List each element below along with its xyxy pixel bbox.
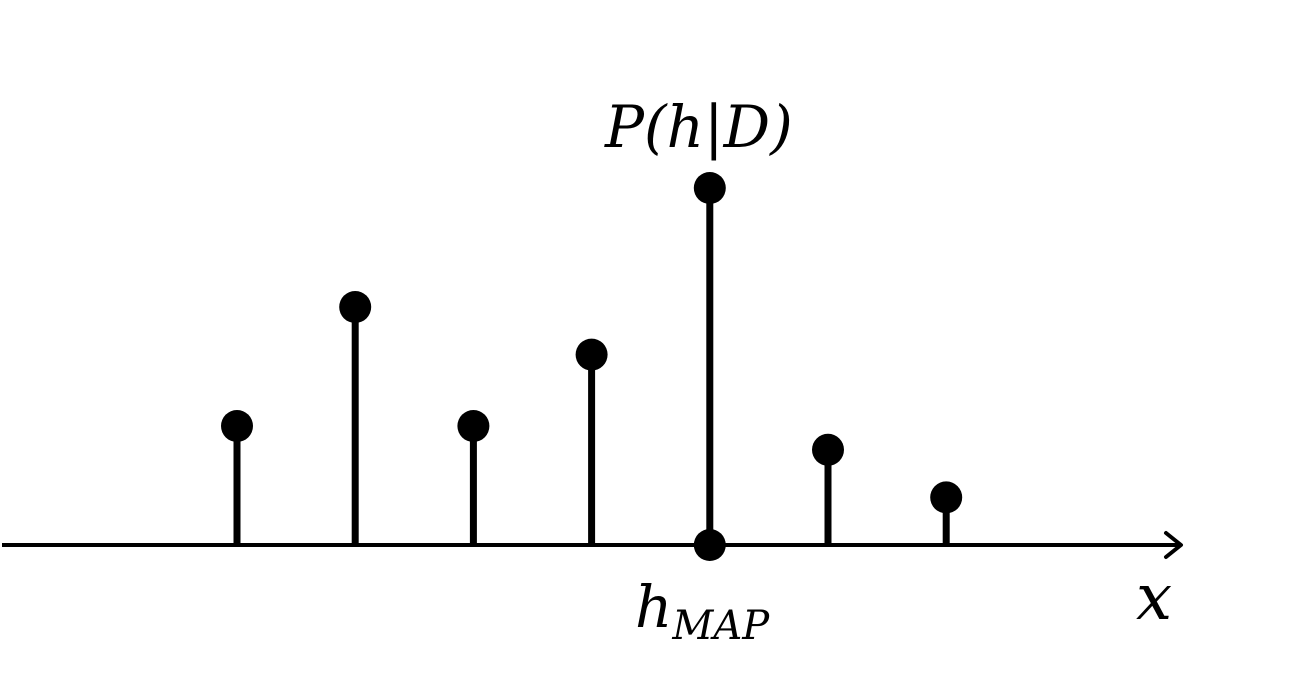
stem-marker-4 <box>575 338 608 371</box>
x-axis-arrowhead <box>1164 531 1183 559</box>
stem-marker-5 <box>693 172 726 204</box>
markers-group <box>221 172 963 561</box>
x-axis <box>2 531 1183 559</box>
stem-marker-7 <box>930 481 963 514</box>
map-label-base: h <box>635 573 673 641</box>
posterior-label-bar: | <box>704 93 724 161</box>
stem-marker-1 <box>221 410 253 442</box>
stems-group <box>233 188 950 545</box>
stem-marker-2 <box>339 291 372 323</box>
x-axis-label: x <box>1136 561 1173 635</box>
stem-marker-3 <box>457 410 490 442</box>
map-label: hMAP <box>635 578 769 646</box>
posterior-label-post: D) <box>723 93 793 161</box>
map-base-marker <box>693 529 726 561</box>
map-label-subscript: MAP <box>672 603 770 649</box>
posterior-label: P(h|D) <box>605 98 793 156</box>
posterior-label-pre: P(h <box>605 93 705 161</box>
stem-marker-6 <box>812 433 844 466</box>
